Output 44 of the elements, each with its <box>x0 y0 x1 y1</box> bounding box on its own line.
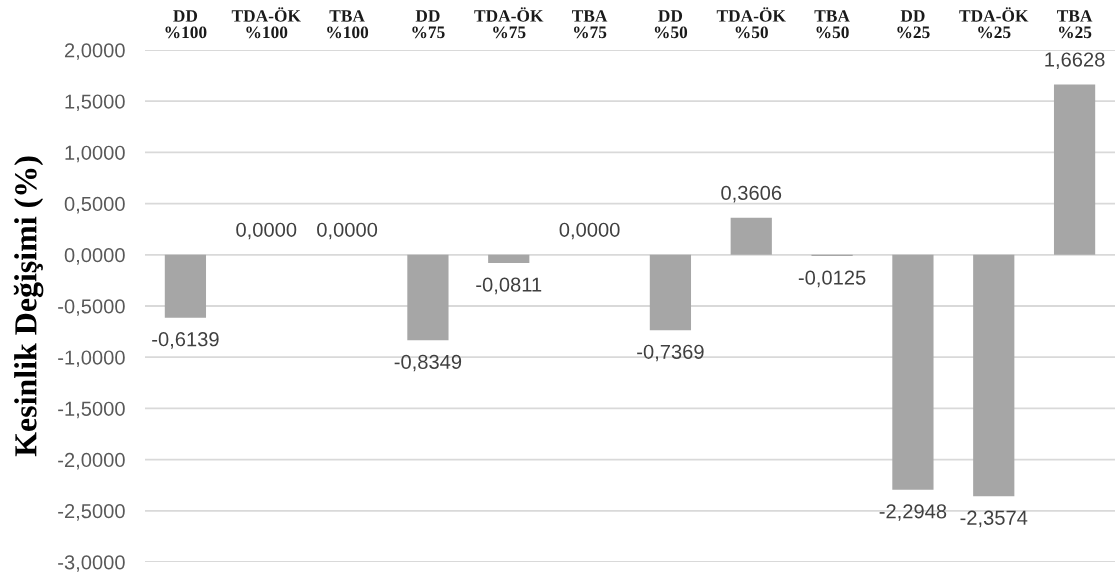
bar <box>892 254 934 490</box>
bar <box>649 254 692 331</box>
x-tick-label: TBA %75 <box>572 10 608 39</box>
y-tick-label: -2,5000 <box>58 504 125 521</box>
y-tick-label: -1,0000 <box>58 350 125 368</box>
data-label: 0,3606 <box>721 185 782 203</box>
y-axis-title: Kesinlik Değişimi (%) <box>13 156 44 457</box>
bar <box>1053 84 1096 255</box>
x-tick-label: TBA %50 <box>814 10 850 39</box>
y-tick-label: 1,5000 <box>65 94 125 112</box>
x-tick-label: DD %75 <box>412 10 445 39</box>
data-label: 1,6628 <box>1045 52 1105 70</box>
y-tick-label: 0,0000 <box>64 248 125 265</box>
data-label: -2,2948 <box>879 504 947 521</box>
data-label: 0,0000 <box>236 222 297 240</box>
y-tick-label: -0,5000 <box>58 299 125 316</box>
data-label: -0,0811 <box>476 277 542 295</box>
data-label: -0,6139 <box>152 332 219 349</box>
data-label: 0,0000 <box>317 222 378 240</box>
x-tick-label: DD %100 <box>165 10 207 39</box>
x-tick-label: DD %50 <box>654 10 688 39</box>
data-label: 0,0000 <box>559 222 620 240</box>
x-tick-label: TBA %100 <box>327 10 369 39</box>
x-tick-label: TDA-ÖK %50 <box>716 7 786 39</box>
data-label: -2,3574 <box>960 510 1028 528</box>
bar <box>973 254 1015 497</box>
y-tick-label: -1,5000 <box>58 401 125 419</box>
y-tick-label: -2,0000 <box>58 452 125 470</box>
data-label: -0,0125 <box>798 270 866 288</box>
data-label: -0,8349 <box>394 354 462 372</box>
y-tick-label: 2,0000 <box>64 43 125 60</box>
x-tick-label: DD %25 <box>897 10 930 39</box>
y-tick-label: 1,0000 <box>65 145 125 163</box>
x-tick-label: TDA-ÖK %100 <box>231 7 301 39</box>
data-label: -0,7369 <box>637 344 704 362</box>
y-tick-label: -3,0000 <box>58 555 125 572</box>
x-tick-label: TDA-ÖK %75 <box>474 7 544 39</box>
x-tick-label: TDA-ÖK %25 <box>959 7 1029 39</box>
x-tick-label: TBA %25 <box>1057 10 1093 39</box>
bar <box>730 217 772 255</box>
bar <box>164 254 207 318</box>
bar <box>488 254 530 264</box>
y-tick-label: 0,5000 <box>64 196 125 214</box>
bar <box>407 254 449 341</box>
